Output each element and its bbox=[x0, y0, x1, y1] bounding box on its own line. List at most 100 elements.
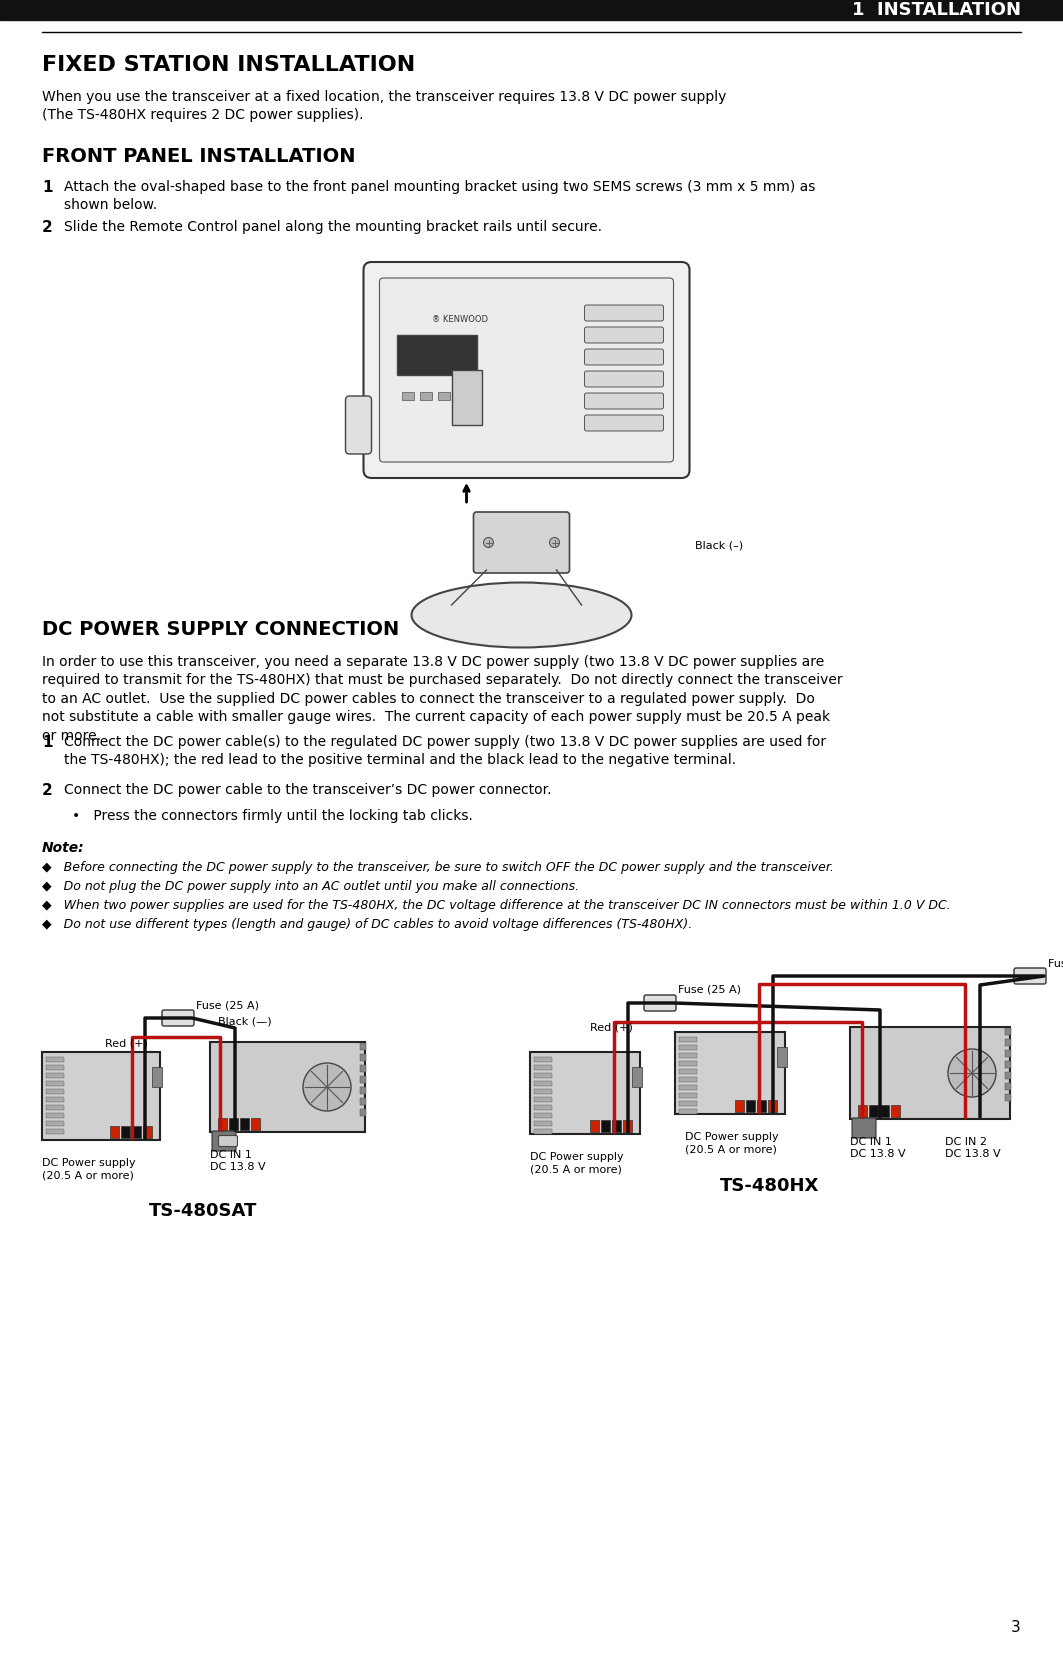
Bar bbox=[452, 370, 482, 425]
Bar bbox=[601, 1121, 610, 1132]
Bar bbox=[144, 1126, 152, 1137]
Bar bbox=[132, 1126, 141, 1137]
Bar bbox=[534, 1104, 552, 1111]
Bar bbox=[360, 1088, 366, 1094]
Text: FIXED STATION INSTALLATION: FIXED STATION INSTALLATION bbox=[43, 55, 416, 74]
Bar bbox=[46, 1081, 64, 1086]
Bar bbox=[46, 1065, 64, 1069]
Text: 2: 2 bbox=[43, 784, 53, 798]
Bar bbox=[679, 1078, 697, 1083]
Text: Red (+): Red (+) bbox=[590, 1022, 632, 1031]
Bar bbox=[251, 1117, 260, 1131]
FancyBboxPatch shape bbox=[219, 1136, 237, 1147]
Bar bbox=[420, 392, 432, 400]
Bar bbox=[679, 1036, 697, 1041]
FancyBboxPatch shape bbox=[1014, 969, 1046, 984]
Text: ◆   When two power supplies are used for the TS-480HX, the DC voltage difference: ◆ When two power supplies are used for t… bbox=[43, 899, 950, 912]
Text: When you use the transceiver at a fixed location, the transceiver requires 13.8 : When you use the transceiver at a fixed … bbox=[43, 89, 726, 122]
FancyBboxPatch shape bbox=[43, 1051, 161, 1141]
Bar bbox=[360, 1076, 366, 1083]
FancyBboxPatch shape bbox=[585, 327, 663, 344]
Text: 2: 2 bbox=[43, 220, 53, 235]
Bar bbox=[1005, 1028, 1011, 1035]
Text: •   Press the connectors firmly until the locking tab clicks.: • Press the connectors firmly until the … bbox=[72, 808, 473, 823]
Bar bbox=[360, 1055, 366, 1061]
Bar bbox=[438, 392, 450, 400]
Circle shape bbox=[484, 537, 493, 547]
FancyBboxPatch shape bbox=[644, 995, 676, 1012]
FancyBboxPatch shape bbox=[530, 1051, 640, 1134]
Bar bbox=[679, 1045, 697, 1050]
Bar bbox=[46, 1112, 64, 1117]
Text: ® KENWOOD: ® KENWOOD bbox=[432, 316, 488, 324]
Text: FRONT PANEL INSTALLATION: FRONT PANEL INSTALLATION bbox=[43, 147, 355, 165]
Circle shape bbox=[948, 1050, 996, 1098]
Bar bbox=[858, 1104, 867, 1117]
Bar bbox=[534, 1056, 552, 1061]
Bar bbox=[402, 392, 414, 400]
FancyBboxPatch shape bbox=[585, 415, 663, 431]
Bar bbox=[1005, 1040, 1011, 1046]
Text: DC Power supply
(20.5 A or more): DC Power supply (20.5 A or more) bbox=[530, 1152, 624, 1174]
FancyBboxPatch shape bbox=[379, 278, 674, 461]
Bar bbox=[868, 1104, 878, 1117]
FancyBboxPatch shape bbox=[345, 397, 371, 455]
Text: Attach the oval-shaped base to the front panel mounting bracket using two SEMS s: Attach the oval-shaped base to the front… bbox=[64, 180, 815, 212]
FancyBboxPatch shape bbox=[585, 306, 663, 321]
Bar bbox=[534, 1065, 552, 1069]
Bar bbox=[679, 1061, 697, 1066]
Ellipse shape bbox=[411, 582, 631, 648]
FancyBboxPatch shape bbox=[850, 1027, 1010, 1119]
Bar bbox=[612, 1121, 621, 1132]
Bar bbox=[121, 1126, 130, 1137]
Bar bbox=[679, 1084, 697, 1089]
FancyBboxPatch shape bbox=[210, 1041, 365, 1132]
Bar bbox=[46, 1104, 64, 1111]
Bar bbox=[229, 1117, 238, 1131]
Bar bbox=[360, 1098, 366, 1104]
Bar bbox=[534, 1081, 552, 1086]
Text: 3: 3 bbox=[1011, 1620, 1020, 1635]
FancyBboxPatch shape bbox=[585, 393, 663, 408]
Text: ◆   Before connecting the DC power supply to the transceiver, be sure to switch : ◆ Before connecting the DC power supply … bbox=[43, 861, 833, 874]
Text: DC IN 1
DC 13.8 V: DC IN 1 DC 13.8 V bbox=[210, 1150, 266, 1172]
Text: TS-480HX: TS-480HX bbox=[721, 1177, 820, 1195]
FancyBboxPatch shape bbox=[853, 1117, 876, 1137]
Bar bbox=[1005, 1061, 1011, 1068]
Bar bbox=[534, 1098, 552, 1103]
Bar bbox=[46, 1073, 64, 1078]
Text: 1  INSTALLATION: 1 INSTALLATION bbox=[853, 2, 1020, 18]
Text: 1: 1 bbox=[43, 180, 52, 195]
Bar bbox=[679, 1109, 697, 1114]
Text: Note:: Note: bbox=[43, 841, 85, 855]
Bar bbox=[46, 1098, 64, 1103]
Bar bbox=[396, 336, 476, 375]
Bar bbox=[1005, 1073, 1011, 1079]
Bar bbox=[1005, 1094, 1011, 1101]
Bar bbox=[590, 1121, 598, 1132]
Bar bbox=[880, 1104, 889, 1117]
Text: DC IN 1
DC 13.8 V: DC IN 1 DC 13.8 V bbox=[850, 1137, 906, 1159]
Bar bbox=[735, 1099, 744, 1112]
Bar bbox=[746, 1099, 755, 1112]
Bar bbox=[632, 1066, 642, 1088]
Bar bbox=[767, 1099, 777, 1112]
Text: Fuse (25 A): Fuse (25 A) bbox=[1048, 959, 1063, 969]
FancyBboxPatch shape bbox=[364, 261, 690, 478]
Bar bbox=[534, 1089, 552, 1094]
Bar bbox=[218, 1117, 227, 1131]
Text: ◆   Do not use different types (length and gauge) of DC cables to avoid voltage : ◆ Do not use different types (length and… bbox=[43, 917, 692, 931]
Text: DC POWER SUPPLY CONNECTION: DC POWER SUPPLY CONNECTION bbox=[43, 620, 400, 640]
Bar bbox=[757, 1099, 766, 1112]
Bar bbox=[623, 1121, 632, 1132]
Bar bbox=[534, 1112, 552, 1117]
Bar bbox=[1005, 1083, 1011, 1089]
FancyBboxPatch shape bbox=[585, 370, 663, 387]
Bar bbox=[891, 1104, 900, 1117]
Bar bbox=[534, 1129, 552, 1134]
Text: Slide the Remote Control panel along the mounting bracket rails until secure.: Slide the Remote Control panel along the… bbox=[64, 220, 602, 235]
FancyBboxPatch shape bbox=[675, 1031, 784, 1114]
FancyBboxPatch shape bbox=[162, 1010, 195, 1027]
Bar bbox=[679, 1101, 697, 1106]
Bar bbox=[360, 1109, 366, 1116]
